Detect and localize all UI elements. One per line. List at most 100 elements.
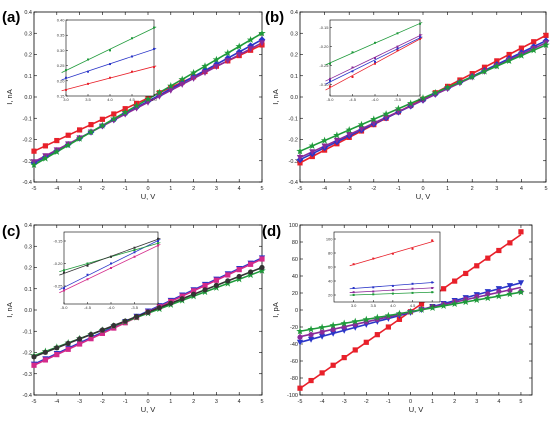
inset-y-tick-label: -0.30 — [319, 82, 329, 87]
data-point — [87, 128, 95, 136]
y-axis-label: I, nA — [5, 89, 14, 104]
data-point — [42, 357, 48, 363]
x-tick-label: -4 — [322, 186, 327, 192]
data-point — [480, 67, 489, 75]
data-point — [65, 340, 71, 346]
inset-data-point — [411, 282, 414, 285]
y-tick-label: 0.2 — [24, 266, 32, 272]
chart-panel-2: -5 -4 -3 -2 -1 0 1 2 3 4 5 -0.4 -0.3 -0.2 -0.1 0.0 0.1 0.… — [265, 9, 550, 201]
data-point — [450, 299, 459, 308]
y-tick-label: -40 — [290, 342, 298, 348]
data-point — [77, 336, 83, 342]
data-point — [308, 141, 317, 150]
inset-data-point — [133, 246, 136, 249]
y-tick-label: 0.3 — [290, 31, 298, 37]
data-point — [75, 134, 84, 142]
x-tick-label: 5 — [519, 399, 522, 405]
data-point — [506, 290, 514, 298]
data-point — [308, 332, 314, 338]
inset-data-point — [87, 82, 89, 85]
inset-data-point — [329, 79, 331, 82]
inset-x-tick-label: -4.5 — [84, 305, 92, 310]
data-point — [53, 147, 61, 155]
y-tick-label: -0.3 — [289, 159, 298, 165]
x-tick-label: 4 — [520, 186, 523, 192]
inset-data-point — [86, 273, 89, 276]
data-point — [88, 336, 94, 342]
inset-data-point — [372, 257, 375, 260]
inset-frame — [65, 19, 155, 97]
panel-label: (a) — [2, 9, 20, 26]
data-point — [496, 288, 502, 294]
x-axis-label: U, V — [409, 405, 424, 414]
x-tick-label: 5 — [260, 186, 263, 192]
inset-data-point — [411, 291, 414, 294]
y-tick-label: 0.4 — [24, 223, 32, 229]
x-tick-label: 2 — [192, 186, 195, 192]
y-tick-label: -60 — [290, 359, 298, 365]
inset-data-point — [63, 289, 65, 292]
data-point — [351, 317, 359, 325]
y-tick-label: 0.1 — [290, 74, 298, 80]
inset-fit-line-series-4 — [59, 237, 161, 276]
data-point — [484, 294, 492, 302]
chart-panel-1: -5 -4 -3 -2 -1 0 1 2 3 4 5 -0.4 -0.3 -0.2 -0.1 0.0 0.1 0.… — [2, 9, 266, 201]
inset-chart: 3.0 3.5 4.0 4.5 5.0 0.15 0.20 0.25 0.30 0.35 0.40 — [57, 18, 158, 103]
inset-data-point — [352, 287, 355, 289]
x-tick-label: 0 — [421, 186, 424, 192]
x-tick-label: 4 — [238, 399, 241, 405]
data-point — [144, 95, 152, 103]
x-tick-label: 0 — [146, 186, 149, 192]
x-tick-label: -5 — [32, 186, 37, 192]
inset-data-point — [419, 34, 421, 37]
data-point — [507, 240, 513, 246]
data-point — [190, 75, 197, 82]
y-tick-label: 0.2 — [290, 53, 298, 59]
y-tick-label: 0.1 — [24, 287, 32, 293]
x-tick-label: 2 — [192, 399, 195, 405]
data-point — [246, 35, 255, 43]
data-point — [258, 40, 266, 47]
data-point — [468, 72, 476, 80]
inset-y-tick-label: 80 — [328, 251, 333, 256]
inset-data-point — [110, 255, 112, 258]
data-point — [529, 46, 538, 54]
inset-y-tick-label: 0.20 — [57, 78, 66, 83]
y-tick-label: -80 — [290, 376, 298, 382]
data-point — [357, 120, 366, 128]
data-point — [495, 292, 503, 300]
inset-data-point — [131, 55, 133, 58]
panel-label: (c) — [2, 223, 20, 240]
y-tick-label: 20 — [292, 291, 298, 297]
y-axis-label: I, nA — [5, 302, 14, 317]
data-point — [452, 278, 458, 284]
data-point — [296, 154, 304, 161]
inset-y-tick-label: 0.40 — [57, 18, 66, 23]
data-point — [134, 313, 140, 320]
data-point — [485, 291, 491, 297]
data-point — [99, 116, 105, 122]
inset-x-tick-label: -4.5 — [349, 97, 357, 102]
y-tick-label: -0.4 — [23, 393, 32, 399]
data-point — [417, 305, 426, 313]
x-tick-label: 5 — [260, 399, 263, 405]
inset-data-point — [411, 287, 414, 290]
x-tick-label: 0 — [146, 399, 149, 405]
inset-x-tick-label: 4.0 — [390, 303, 396, 308]
series-4-points — [31, 264, 265, 360]
inset-y-tick-label: 0.25 — [57, 63, 66, 68]
inset-y-tick-label: 0.15 — [57, 94, 66, 99]
inset-y-tick-label: -0.15 — [319, 25, 329, 30]
inset-x-tick-label: -4.0 — [372, 97, 380, 102]
x-tick-label: -1 — [396, 186, 401, 192]
chart-panel-4: -5 -4 -3 -2 -1 0 1 2 3 4 5 -100 -80 -60 -40 -20 0 20 40 60 8… — [262, 223, 533, 414]
inset-fit-line-series-1 — [325, 37, 423, 91]
data-point — [178, 75, 186, 83]
data-point — [432, 91, 439, 98]
data-point — [406, 99, 415, 107]
inset-data-point — [411, 247, 414, 250]
data-point — [54, 345, 60, 351]
data-point — [225, 272, 231, 278]
data-point — [168, 300, 174, 306]
